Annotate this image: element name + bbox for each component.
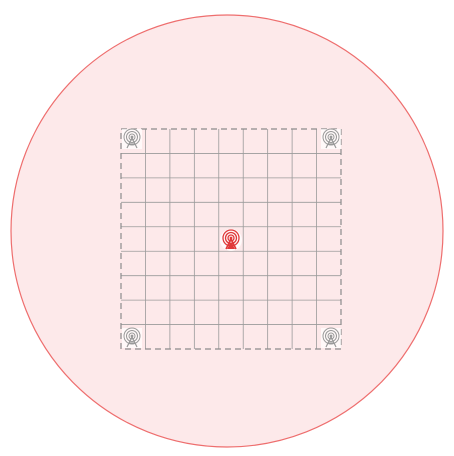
grid-border — [120, 128, 342, 350]
antennas — [122, 128, 341, 348]
corner-antenna-top-right — [321, 128, 341, 149]
central-antenna — [220, 229, 242, 251]
grid-lines — [121, 129, 341, 349]
corner-antenna-bottom-left — [122, 327, 142, 348]
corner-antenna-top-left — [122, 128, 142, 149]
corner-antenna-bottom-right — [321, 327, 341, 348]
